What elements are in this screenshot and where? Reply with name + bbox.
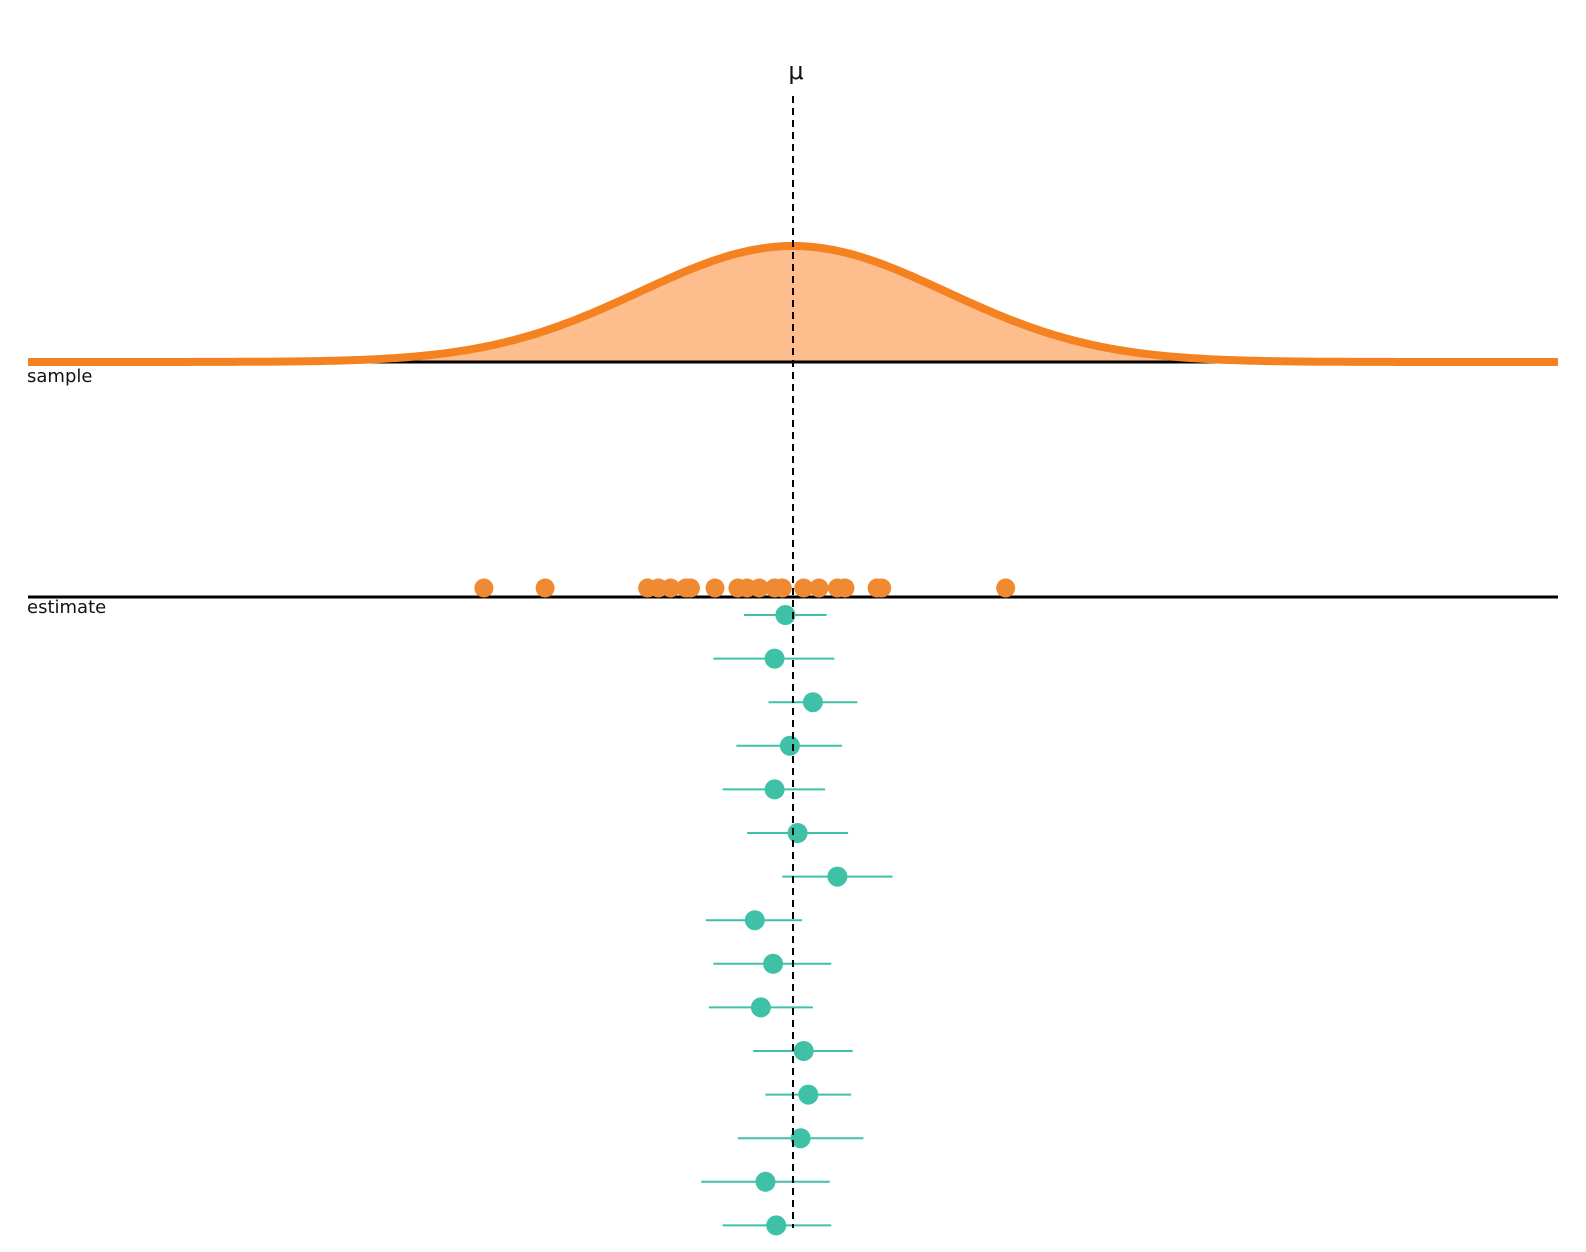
sample-point (809, 578, 829, 598)
estimate-point (798, 1084, 819, 1105)
estimate-point (755, 1171, 776, 1192)
sample-point (661, 578, 681, 598)
sample-point (835, 578, 855, 598)
estimate-row (701, 1171, 830, 1192)
sample-points (474, 578, 1016, 598)
estimate-row (744, 605, 827, 625)
estimate-point (775, 605, 796, 625)
estimate-point (827, 866, 848, 887)
estimate-intervals (701, 605, 893, 1236)
sample-point (772, 578, 792, 598)
estimate-point (802, 692, 823, 713)
estimate-row (747, 823, 849, 843)
estimate-point (764, 779, 785, 800)
estimate-point (744, 910, 765, 931)
sample-label: sample (27, 366, 92, 387)
estimate-point (764, 648, 785, 669)
estimate-point (766, 1215, 787, 1236)
mu-label: μ (788, 57, 803, 85)
estimate-point (750, 997, 771, 1018)
estimate-row (722, 1215, 832, 1236)
estimate-point (763, 953, 784, 974)
estimate-row (782, 866, 893, 887)
estimate-point (779, 735, 800, 756)
estimate-row (765, 1084, 852, 1105)
estimate-point (787, 823, 808, 843)
sample-point (794, 578, 814, 598)
estimate-point (790, 1128, 811, 1149)
sample-point (749, 578, 769, 598)
estimate-point (793, 1041, 814, 1061)
sample-point (705, 578, 725, 598)
estimate-label: estimate (27, 597, 106, 618)
estimate-row (768, 692, 858, 713)
estimate-row (736, 735, 842, 756)
estimate-row (708, 997, 813, 1018)
estimate-row (753, 1041, 853, 1061)
sample-point (872, 578, 892, 598)
sample-point (681, 578, 700, 598)
sample-point (996, 578, 1016, 598)
sample-point (474, 578, 494, 598)
estimate-row (737, 1128, 864, 1149)
sample-point (535, 578, 555, 598)
estimate-row (713, 953, 832, 974)
estimate-row (713, 648, 835, 669)
estimate-row (705, 910, 803, 931)
estimate-row (722, 779, 826, 800)
